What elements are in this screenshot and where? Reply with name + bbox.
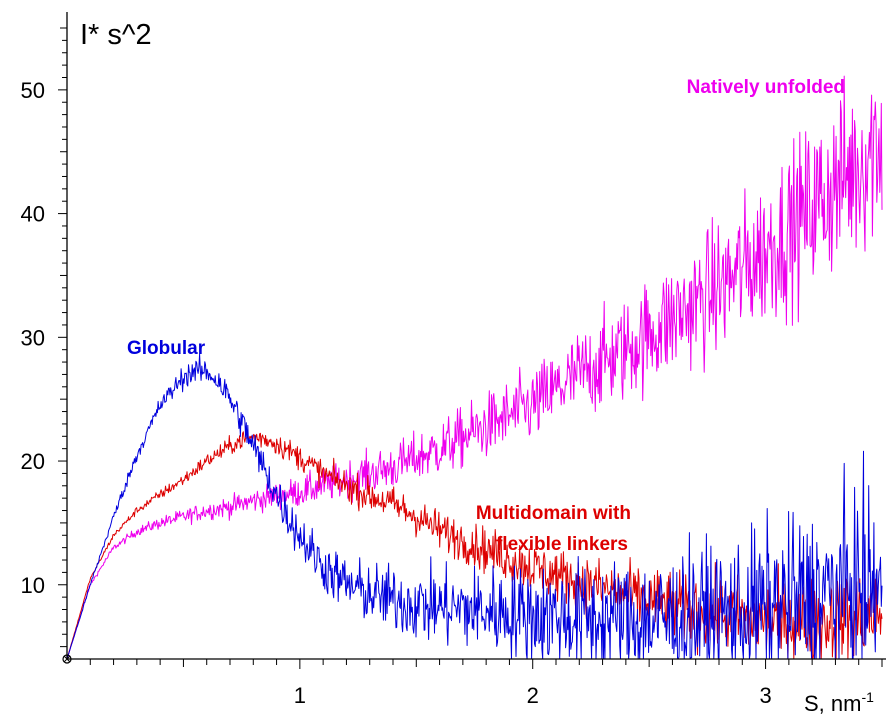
annotation-multidomain-line2: flexible linkers xyxy=(496,534,628,555)
x-axis-ticks: 1 2 3 xyxy=(89,659,883,708)
origin-marker-stroke xyxy=(63,655,71,663)
y-tick-label: 40 xyxy=(21,202,45,227)
x-tick-label: 3 xyxy=(759,683,771,708)
annotation-globular: Globular xyxy=(127,338,206,359)
x-axis-title: S, nm-1 xyxy=(804,689,874,716)
y-tick-label: 30 xyxy=(21,325,45,350)
natively-unfolded-curve xyxy=(66,75,883,660)
origin-marker xyxy=(62,654,72,664)
annotation-natively-unfolded: Natively unfolded xyxy=(687,77,845,98)
multidomain-curve xyxy=(66,431,883,660)
y-tick-label: 10 xyxy=(21,573,45,598)
y-tick-label: 50 xyxy=(21,78,45,103)
y-axis-ticks: 10 20 30 40 50 xyxy=(21,27,67,648)
y-tick-label: 20 xyxy=(21,449,45,474)
axes-layer: 10 20 30 40 50 1 2 3 xyxy=(21,12,886,708)
x-tick-label: 2 xyxy=(527,683,539,708)
globular-curve xyxy=(66,353,883,660)
annotation-multidomain-line1: Multidomain with xyxy=(476,503,631,524)
y-axis-title: I* s^2 xyxy=(80,19,152,51)
x-tick-label: 1 xyxy=(294,683,306,708)
curves-layer xyxy=(66,75,883,660)
